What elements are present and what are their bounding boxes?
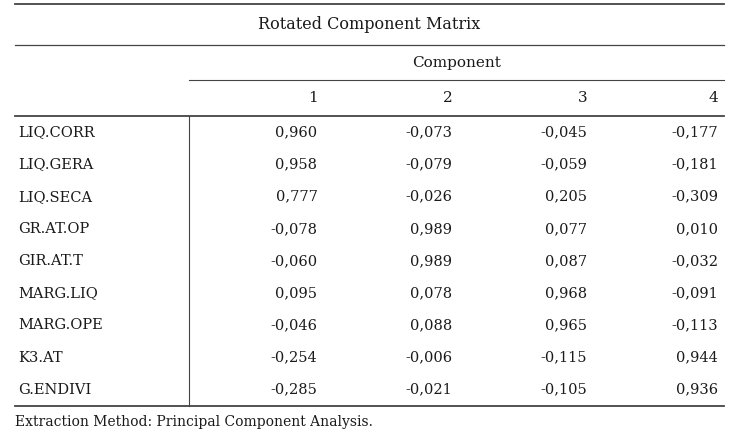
Text: -0,177: -0,177	[672, 125, 718, 139]
Text: 0,205: 0,205	[545, 190, 587, 204]
Text: -0,046: -0,046	[270, 318, 318, 333]
Text: -0,113: -0,113	[672, 318, 718, 333]
Text: 0,010: 0,010	[676, 222, 718, 236]
Text: 1: 1	[307, 91, 318, 105]
Text: 0,958: 0,958	[276, 157, 318, 172]
Text: GR.AT.OP: GR.AT.OP	[18, 222, 89, 236]
Text: 0,088: 0,088	[410, 318, 452, 333]
Text: -0,105: -0,105	[540, 383, 587, 397]
Text: -0,309: -0,309	[671, 190, 718, 204]
Text: 2: 2	[443, 91, 452, 105]
Text: G.ENDIVI: G.ENDIVI	[18, 383, 92, 397]
Text: 0,944: 0,944	[676, 350, 718, 365]
Text: 0,777: 0,777	[276, 190, 318, 204]
Text: MARG.OPE: MARG.OPE	[18, 318, 103, 333]
Text: -0,060: -0,060	[270, 254, 318, 268]
Text: -0,032: -0,032	[671, 254, 718, 268]
Text: -0,006: -0,006	[405, 350, 452, 365]
Text: Rotated Component Matrix: Rotated Component Matrix	[259, 16, 480, 33]
Text: -0,045: -0,045	[540, 125, 587, 139]
Text: LIQ.GERA: LIQ.GERA	[18, 157, 94, 172]
Text: -0,078: -0,078	[270, 222, 318, 236]
Text: -0,115: -0,115	[540, 350, 587, 365]
Text: 0,077: 0,077	[545, 222, 587, 236]
Text: 3: 3	[577, 91, 587, 105]
Text: -0,285: -0,285	[270, 383, 318, 397]
Text: -0,181: -0,181	[672, 157, 718, 172]
Text: Extraction Method: Principal Component Analysis.: Extraction Method: Principal Component A…	[15, 415, 372, 429]
Text: GIR.AT.T: GIR.AT.T	[18, 254, 84, 268]
Text: 0,965: 0,965	[545, 318, 587, 333]
Text: -0,079: -0,079	[406, 157, 452, 172]
Text: 4: 4	[709, 91, 718, 105]
Text: Component: Component	[412, 55, 501, 70]
Text: K3.AT: K3.AT	[18, 350, 63, 365]
Text: 0,936: 0,936	[676, 383, 718, 397]
Text: LIQ.SECA: LIQ.SECA	[18, 190, 92, 204]
Text: MARG.LIQ: MARG.LIQ	[18, 286, 98, 300]
Text: 0,968: 0,968	[545, 286, 587, 300]
Text: 0,960: 0,960	[276, 125, 318, 139]
Text: 0,087: 0,087	[545, 254, 587, 268]
Text: -0,254: -0,254	[270, 350, 318, 365]
Text: -0,021: -0,021	[406, 383, 452, 397]
Text: 0,989: 0,989	[410, 222, 452, 236]
Text: 0,989: 0,989	[410, 254, 452, 268]
Text: -0,073: -0,073	[405, 125, 452, 139]
Text: -0,026: -0,026	[405, 190, 452, 204]
Text: -0,091: -0,091	[672, 286, 718, 300]
Text: 0,095: 0,095	[276, 286, 318, 300]
Text: LIQ.CORR: LIQ.CORR	[18, 125, 95, 139]
Text: 0,078: 0,078	[410, 286, 452, 300]
Text: -0,059: -0,059	[540, 157, 587, 172]
